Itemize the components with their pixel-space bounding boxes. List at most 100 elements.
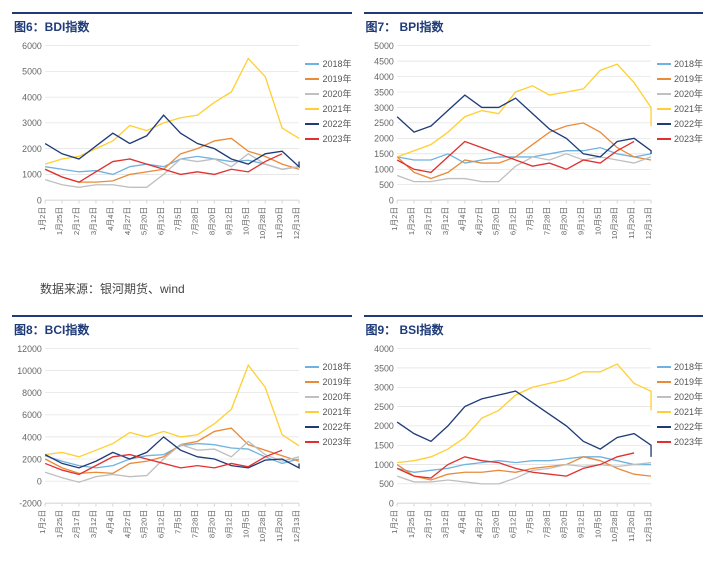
svg-text:7月5日: 7月5日 xyxy=(174,207,183,231)
series-2021 xyxy=(45,59,299,165)
svg-text:8000: 8000 xyxy=(22,388,42,398)
chart-wrap: 0500100015002000250030003500400045005000… xyxy=(364,39,704,258)
svg-text:10月5日: 10月5日 xyxy=(241,510,250,538)
panel-title: 图7： BPI指数 xyxy=(364,12,704,39)
chart-wrap: 050010001500200025003000350040001月2日1月25… xyxy=(364,342,704,561)
legend-item-2023: 2023年 xyxy=(657,132,703,145)
series-2020 xyxy=(397,463,651,484)
legend-swatch xyxy=(305,381,319,383)
svg-text:2000: 2000 xyxy=(22,455,42,465)
legend-swatch xyxy=(305,78,319,80)
legend-swatch xyxy=(305,123,319,125)
panel-bpi: 图7： BPI指数 050010001500200025003000350040… xyxy=(364,12,704,258)
legend-item-2018: 2018年 xyxy=(657,360,703,373)
svg-text:11月20日: 11月20日 xyxy=(627,207,636,239)
svg-text:4500: 4500 xyxy=(374,56,394,66)
svg-text:3000: 3000 xyxy=(22,118,42,128)
legend-swatch xyxy=(657,411,671,413)
svg-text:12月13日: 12月13日 xyxy=(292,207,301,240)
svg-text:5月20日: 5月20日 xyxy=(491,510,500,538)
legend-item-2020: 2020年 xyxy=(657,390,703,403)
svg-text:2000: 2000 xyxy=(374,134,394,144)
svg-text:7月28日: 7月28日 xyxy=(190,510,199,538)
svg-text:8月20日: 8月20日 xyxy=(559,510,568,538)
legend-item-2021: 2021年 xyxy=(657,102,703,115)
legend-item-2019: 2019年 xyxy=(305,375,351,388)
svg-text:4000: 4000 xyxy=(374,72,394,82)
chart-area: 050010001500200025003000350040001月2日1月25… xyxy=(364,342,655,561)
legend-item-2020: 2020年 xyxy=(657,87,703,100)
svg-text:4月4日: 4月4日 xyxy=(106,510,115,534)
legend-swatch xyxy=(305,396,319,398)
chart-grid: 图6：BDI指数 01000200030004000500060001月2日1月… xyxy=(12,12,703,561)
svg-text:3月12日: 3月12日 xyxy=(440,207,449,235)
svg-text:6000: 6000 xyxy=(22,410,42,420)
legend-item-2023: 2023年 xyxy=(305,435,351,448)
legend: 2018年2019年2020年2021年2022年2023年 xyxy=(655,342,703,448)
legend-swatch xyxy=(657,366,671,368)
legend-label: 2021年 xyxy=(322,102,351,115)
svg-text:10月28日: 10月28日 xyxy=(610,207,619,240)
legend-label: 2020年 xyxy=(674,87,703,100)
legend-label: 2022年 xyxy=(322,117,351,130)
svg-text:2500: 2500 xyxy=(374,118,394,128)
legend-swatch xyxy=(305,108,319,110)
svg-text:11月20日: 11月20日 xyxy=(627,510,636,542)
svg-text:5000: 5000 xyxy=(22,67,42,77)
legend: 2018年2019年2020年2021年2022年2023年 xyxy=(303,39,351,145)
legend-item-2020: 2020年 xyxy=(305,87,351,100)
svg-text:6000: 6000 xyxy=(22,41,42,51)
svg-text:1500: 1500 xyxy=(374,149,394,159)
svg-text:9月12日: 9月12日 xyxy=(576,207,585,235)
svg-text:0: 0 xyxy=(388,499,393,509)
svg-text:1月25日: 1月25日 xyxy=(55,510,64,538)
legend-label: 2020年 xyxy=(674,390,703,403)
legend: 2018年 2019年 2020年 2021年 2022年 2023年 xyxy=(655,39,703,145)
panel-title: 图6：BDI指数 xyxy=(12,12,352,39)
series-2019 xyxy=(45,138,299,182)
legend-swatch xyxy=(657,123,671,125)
panel-bci: 图8：BCI指数 -200002000400060008000100001200… xyxy=(12,315,352,561)
svg-text:6月12日: 6月12日 xyxy=(157,510,166,538)
svg-text:4000: 4000 xyxy=(22,432,42,442)
svg-text:11月20日: 11月20日 xyxy=(275,207,284,239)
svg-text:2000: 2000 xyxy=(374,421,394,431)
svg-text:500: 500 xyxy=(379,180,394,190)
legend-item-2019: 2019年 xyxy=(657,72,703,85)
chart-area: 0500100015002000250030003500400045005000… xyxy=(364,39,655,258)
svg-text:8月20日: 8月20日 xyxy=(559,207,568,235)
svg-text:2500: 2500 xyxy=(374,402,394,412)
svg-text:9月12日: 9月12日 xyxy=(224,207,233,235)
legend-swatch xyxy=(657,63,671,65)
legend-label: 2020年 xyxy=(322,87,351,100)
svg-text:3000: 3000 xyxy=(374,103,394,113)
legend-item-2022: 2022年 xyxy=(657,117,703,130)
series-2022 xyxy=(397,95,651,157)
legend-label: 2021年 xyxy=(674,405,703,418)
legend-swatch xyxy=(657,426,671,428)
legend-swatch xyxy=(305,138,319,140)
svg-text:1月2日: 1月2日 xyxy=(38,207,47,231)
legend-label: 2019年 xyxy=(322,72,351,85)
svg-text:4月4日: 4月4日 xyxy=(457,510,466,534)
svg-text:6月12日: 6月12日 xyxy=(508,207,517,235)
svg-text:8月20日: 8月20日 xyxy=(207,510,216,538)
chart-wrap: -20000200040006000800010000120001月2日1月25… xyxy=(12,342,352,561)
legend-swatch xyxy=(305,411,319,413)
svg-text:10月28日: 10月28日 xyxy=(610,510,619,543)
svg-text:5月20日: 5月20日 xyxy=(491,207,500,235)
svg-text:12月13日: 12月13日 xyxy=(644,510,653,543)
svg-text:5月20日: 5月20日 xyxy=(140,510,149,538)
legend-swatch xyxy=(305,366,319,368)
svg-text:10月28日: 10月28日 xyxy=(258,207,267,240)
legend-item-2018: 2018年 xyxy=(305,360,351,373)
legend-label: 2018年 xyxy=(674,57,703,70)
svg-text:5000: 5000 xyxy=(374,41,394,51)
svg-text:1月2日: 1月2日 xyxy=(390,510,399,534)
svg-text:4月4日: 4月4日 xyxy=(106,207,115,231)
svg-text:3月12日: 3月12日 xyxy=(440,510,449,538)
legend-item-2021: 2021年 xyxy=(305,102,351,115)
svg-text:4000: 4000 xyxy=(374,344,394,354)
series-2019 xyxy=(397,123,651,179)
legend-label: 2019年 xyxy=(674,72,703,85)
